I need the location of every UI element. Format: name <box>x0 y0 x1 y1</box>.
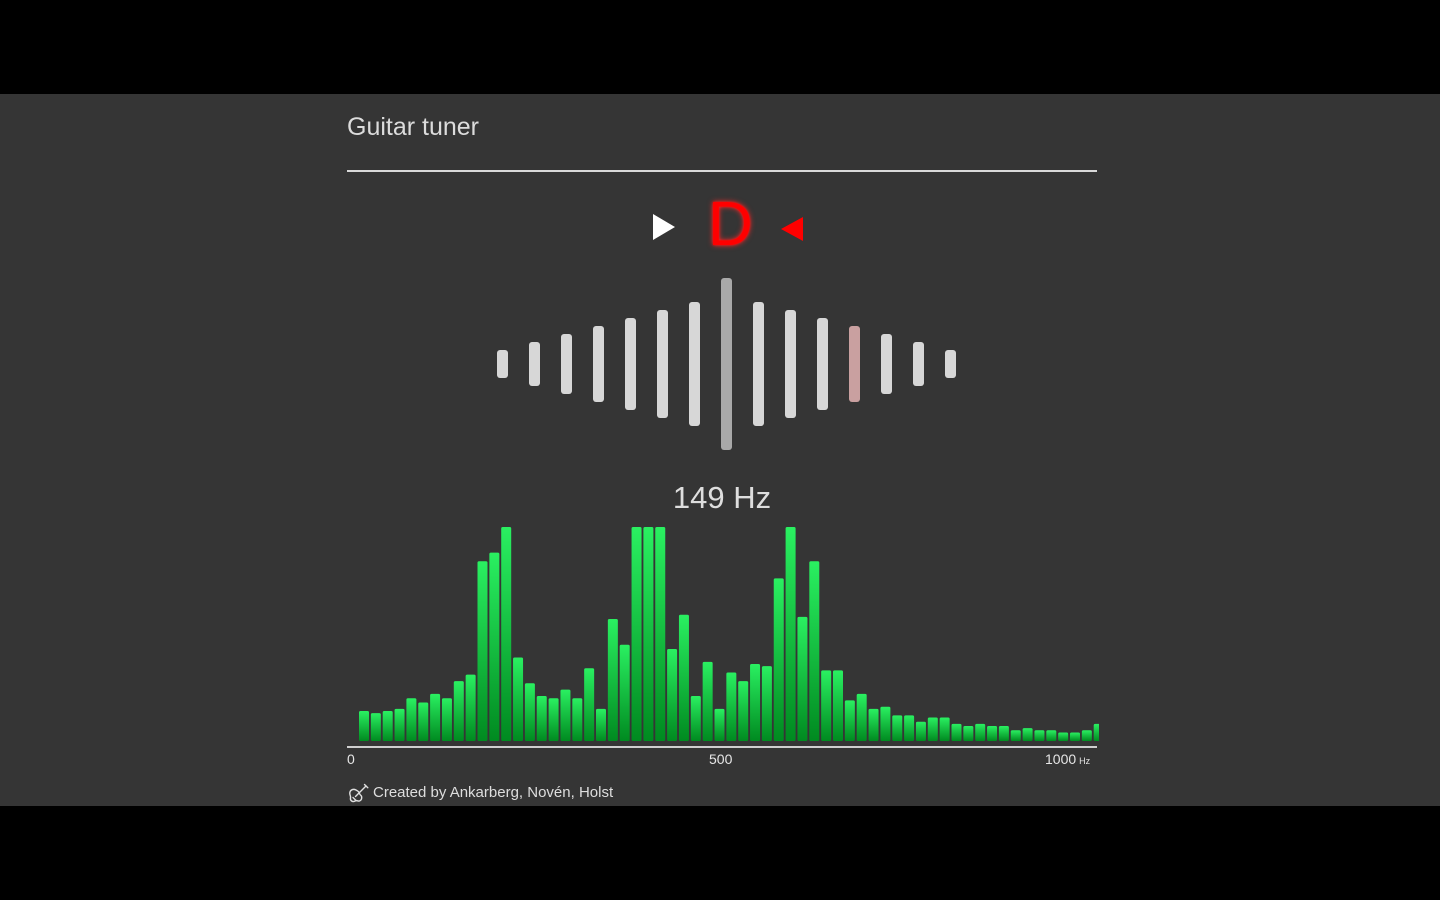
note-indicator: D <box>640 190 810 262</box>
frequency-readout: 149 Hz <box>672 480 772 515</box>
spectrum-bar <box>915 721 926 741</box>
axis-tick-1000-value: 1000 <box>1045 751 1077 767</box>
spectrum-bar <box>667 648 678 741</box>
spectrum-bar <box>619 644 630 741</box>
guitar-icon <box>349 783 369 803</box>
spectrum-bar <box>536 696 547 741</box>
spectrum-axis <box>347 746 1097 748</box>
axis-tick-1000: 1000 Hz <box>1045 751 1090 767</box>
axis-tick-500: 500 <box>709 751 733 767</box>
spectrum-bar <box>406 698 417 741</box>
spectrum-bar <box>441 698 452 741</box>
spectrum-bar <box>631 527 642 741</box>
spectrum-bar <box>584 668 595 741</box>
spectrum-bar <box>430 693 441 741</box>
spectrum-bar <box>465 674 476 741</box>
spectrum-bar <box>394 708 405 741</box>
spectrum-bar <box>773 578 784 741</box>
spectrum-bar <box>655 527 666 741</box>
spectrum-bar <box>572 698 583 741</box>
spectrum-bar <box>809 561 820 741</box>
spectrum-bar <box>939 717 950 741</box>
tuner-app-panel <box>0 94 1440 806</box>
spectrum-bar <box>418 702 429 741</box>
spectrum-bar <box>560 689 571 741</box>
spectrum-bar <box>501 527 512 741</box>
spectrum-bar <box>382 711 393 741</box>
spectrum-bar <box>607 619 618 741</box>
spectrum-bar <box>596 708 606 741</box>
spectrum-bar <box>702 661 713 741</box>
spectrum-bar <box>844 700 855 741</box>
spectrum-bar <box>833 670 843 741</box>
spectrum-bar <box>975 723 986 741</box>
spectrum-bar <box>370 713 381 741</box>
spectrum-bar <box>1081 730 1092 741</box>
spectrum-bar <box>1010 730 1021 741</box>
axis-unit: Hz <box>1079 756 1091 766</box>
credit-text: Created by Ankarberg, Novén, Holst <box>373 784 614 801</box>
spectrum-bar <box>797 616 808 741</box>
spectrum-bar <box>998 726 1009 741</box>
spectrum-bar <box>1093 723 1099 741</box>
page-title: Guitar tuner <box>347 113 480 141</box>
detected-note: D <box>708 190 753 259</box>
spectrum-bar <box>868 708 879 741</box>
spectrum-chart <box>347 527 1099 748</box>
spectrum-bar <box>690 696 701 741</box>
spectrum-bar <box>904 715 915 741</box>
spectrum-bar <box>963 726 974 741</box>
spectrum-bar <box>856 693 867 741</box>
right-arrow-icon <box>781 217 803 241</box>
spectrum-bar <box>951 723 962 741</box>
spectrum-bar <box>1022 728 1033 741</box>
spectrum-bar <box>750 663 761 741</box>
spectrum-bar <box>738 681 749 741</box>
spectrum-bar <box>1034 730 1045 741</box>
spectrum-bar <box>1058 732 1069 741</box>
right-arrow-shape <box>781 217 803 241</box>
spectrum-bar <box>678 614 689 741</box>
spectrum-bar <box>643 527 654 741</box>
spectrum-bar <box>477 561 488 741</box>
left-arrow-shape <box>653 214 675 240</box>
spectrum-bar <box>785 527 796 741</box>
spectrum-bar <box>359 711 369 741</box>
spectrum-bar <box>1046 730 1057 741</box>
spectrum-bar <box>821 670 832 741</box>
title-divider <box>347 170 1097 172</box>
spectrum-bar <box>1070 732 1080 741</box>
left-arrow-icon <box>653 214 675 240</box>
spectrum-bar <box>880 706 891 741</box>
spectrum-bar <box>548 698 559 741</box>
spectrum-bars <box>359 527 1099 741</box>
axis-tick-0: 0 <box>347 751 355 767</box>
spectrum-bar <box>927 717 938 741</box>
spectrum-bar <box>489 552 500 741</box>
spectrum-bar <box>524 683 535 741</box>
spectrum-bar <box>892 715 903 741</box>
spectrum-bar <box>761 666 772 741</box>
spectrum-bar <box>726 672 737 741</box>
spectrum-bar <box>453 681 464 741</box>
spectrum-bar <box>714 708 725 741</box>
spectrum-bar <box>987 726 998 741</box>
spectrum-bar <box>513 657 524 741</box>
